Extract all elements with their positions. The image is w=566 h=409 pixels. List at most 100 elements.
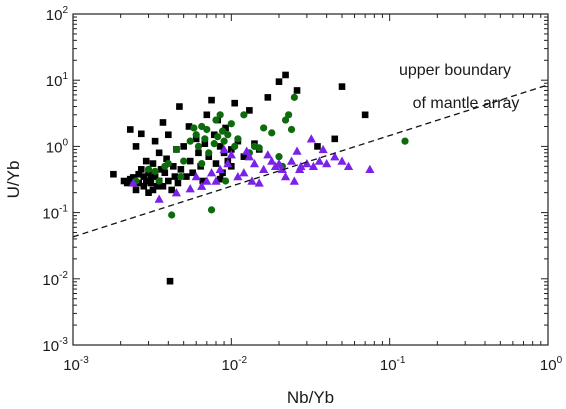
- circle-point: [231, 142, 239, 150]
- circle-point: [177, 172, 185, 181]
- tick-labels: 10-3 10-2 10-1 100 10-3 10-2 10-1 100 101 102: [42, 5, 562, 374]
- square-point: [165, 131, 172, 139]
- square-point: [189, 169, 196, 177]
- plot-frame: [72, 13, 549, 346]
- triangle-point: [302, 158, 312, 168]
- circle-point: [180, 157, 188, 165]
- square-point: [151, 173, 159, 180]
- square-point: [216, 143, 224, 150]
- square-point: [110, 170, 117, 178]
- square-point: [195, 149, 202, 157]
- circle-point: [275, 153, 283, 161]
- triangle-point: [267, 156, 277, 165]
- circle-point: [203, 125, 211, 134]
- square-point: [168, 186, 175, 194]
- square-point: [180, 143, 187, 150]
- circle-point: [255, 144, 263, 152]
- circle-point: [287, 125, 296, 134]
- triangle-point: [223, 158, 233, 168]
- square-point: [145, 189, 152, 196]
- square-point: [151, 137, 159, 145]
- circle-point: [205, 149, 213, 157]
- square-point: [212, 160, 220, 167]
- triangle-point: [280, 171, 291, 181]
- triangle-point: [286, 156, 297, 165]
- circle-point: [151, 167, 159, 175]
- square-point: [174, 179, 182, 187]
- triangle-point: [239, 168, 249, 177]
- y-tick-label: 10-1: [42, 204, 68, 223]
- square-point: [165, 177, 172, 185]
- square-point: [275, 78, 283, 85]
- square-point: [228, 146, 235, 153]
- square-point: [201, 140, 209, 147]
- square-point: [240, 153, 248, 160]
- square-point: [132, 186, 140, 194]
- circle-point: [224, 131, 232, 139]
- triangle-point: [215, 164, 225, 174]
- square-point: [157, 166, 165, 173]
- y-tick-label: 102: [46, 5, 69, 24]
- circle-point: [281, 116, 290, 124]
- triangle-point: [171, 188, 182, 197]
- x-tick-label: 10-2: [222, 355, 248, 374]
- square-point: [123, 179, 131, 187]
- square-point: [314, 143, 321, 150]
- triangle-point: [259, 164, 269, 174]
- triangle-point: [202, 176, 212, 185]
- triangle-point: [322, 158, 332, 168]
- triangle-point: [306, 134, 316, 143]
- circle-point: [260, 124, 268, 132]
- triangle-point: [330, 152, 340, 161]
- square-point: [161, 169, 169, 177]
- circle-point: [186, 137, 194, 145]
- square-point: [142, 157, 150, 165]
- square-point: [169, 163, 177, 170]
- circle-point: [192, 131, 200, 139]
- circle-point: [240, 111, 248, 119]
- triangle-point: [308, 161, 319, 171]
- circle-point: [218, 127, 227, 135]
- square-point: [208, 96, 215, 104]
- circle-point: [172, 145, 181, 154]
- square-point: [282, 71, 289, 79]
- circle-point: [194, 142, 203, 150]
- square-point: [137, 130, 145, 138]
- circle-point: [214, 133, 222, 141]
- triangle-point: [314, 156, 325, 165]
- square-point: [149, 160, 157, 167]
- square-point: [137, 166, 145, 173]
- square-point: [186, 157, 194, 165]
- triangle-point: [318, 144, 328, 154]
- triangle-point: [254, 178, 264, 187]
- triangle-point: [277, 164, 287, 174]
- circle-point: [155, 177, 163, 185]
- triangle-point: [211, 176, 221, 185]
- triangle-point: [244, 152, 254, 161]
- circle-point: [210, 140, 218, 148]
- circle-point: [401, 137, 409, 145]
- triangle-point: [242, 146, 252, 155]
- circle-point: [227, 120, 235, 128]
- y-tick-label: 10-3: [42, 336, 68, 355]
- circle-point: [198, 159, 206, 168]
- square-point: [155, 149, 163, 157]
- square-point: [203, 111, 211, 119]
- square-point: [205, 153, 213, 160]
- x-tick-label: 10-1: [380, 355, 406, 374]
- square-point: [159, 182, 167, 190]
- square-point: [153, 182, 161, 190]
- square-point: [222, 124, 229, 132]
- square-point: [264, 94, 272, 101]
- circle-point: [285, 111, 293, 119]
- square-point: [293, 87, 301, 94]
- triangle-point: [343, 161, 354, 171]
- circle-point: [190, 124, 198, 132]
- triangle-point: [263, 150, 273, 159]
- circle-point: [144, 165, 153, 173]
- square-point: [185, 123, 193, 130]
- square-point: [142, 177, 150, 185]
- circle-point: [201, 135, 209, 143]
- square-point: [199, 177, 207, 185]
- circle-point: [234, 135, 242, 143]
